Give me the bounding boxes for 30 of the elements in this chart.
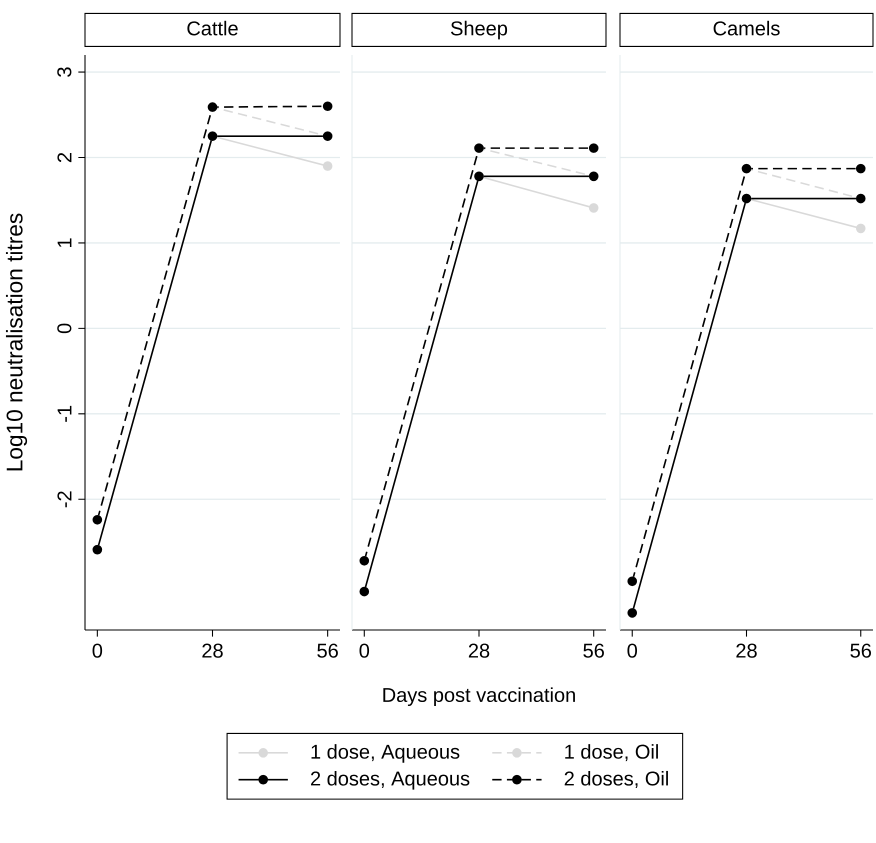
legend-label: 2 doses, Oil: [564, 770, 668, 788]
legend-label: 2 doses, Aqueous: [311, 770, 470, 790]
x-tick-label: 28: [202, 644, 223, 658]
y-tick-label: 3: [57, 67, 72, 77]
x-tick-label: 28: [736, 644, 757, 658]
y-tick-label: 2: [57, 152, 72, 162]
x-tick-label: 0: [627, 644, 638, 658]
x-tick-label: 28: [468, 644, 490, 658]
x-axis-title: Days post vaccination: [383, 687, 575, 706]
point: [322, 161, 332, 171]
x-tick-label: 0: [360, 644, 370, 658]
x-tick-label: 56: [583, 644, 604, 658]
x-tick-label: 56: [850, 644, 871, 658]
point: [322, 101, 332, 112]
legend-label: 1 dose, Aqueous: [312, 744, 460, 763]
legend-label: 1 dose, Oil: [565, 744, 658, 762]
chart-title: Camels: [714, 20, 780, 36]
point: [588, 203, 599, 213]
point: [856, 224, 866, 234]
y-tick-label: 1: [58, 238, 72, 247]
y-axis-title: Log10 neutralisation titres: [6, 214, 28, 470]
x-tick-label: 0: [92, 644, 102, 658]
y-tick-label: -1: [58, 406, 72, 422]
y-tick-label: -2: [57, 491, 72, 508]
chart-title: Cattle: [187, 20, 238, 36]
point: [856, 164, 866, 174]
y-tick-label: 0: [57, 324, 72, 334]
x-tick-label: 56: [317, 644, 338, 658]
point: [588, 143, 599, 153]
chart-title: Sheep: [450, 20, 508, 40]
